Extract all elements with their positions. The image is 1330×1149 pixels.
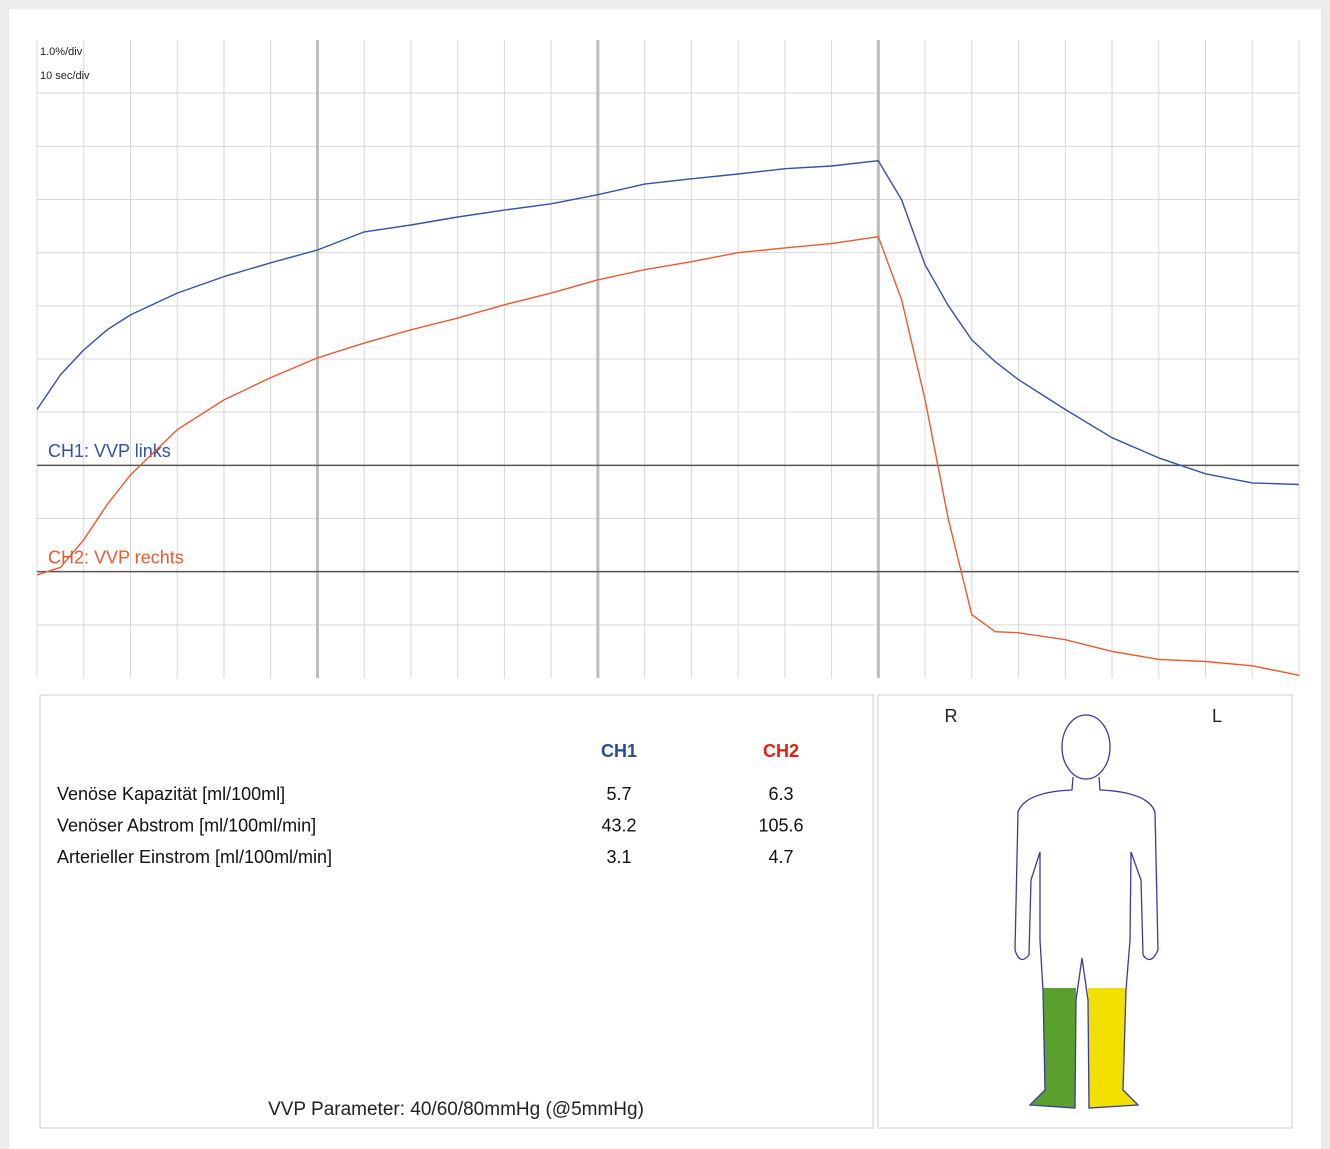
time-annotation: 10 sec/div — [40, 70, 90, 82]
scale-annotation: 1.0%/div — [40, 46, 83, 58]
column-header: CH2 — [763, 741, 799, 761]
row-label: Venöse Kapazität [ml/100ml] — [57, 784, 285, 804]
cell-value: 3.1 — [606, 847, 631, 867]
row-label: Arterieller Einstrom [ml/100ml/min] — [57, 847, 332, 867]
side-label: L — [1212, 706, 1222, 726]
side-label: R — [945, 706, 958, 726]
cell-value: 43.2 — [601, 815, 636, 835]
page-background — [9, 9, 1321, 1149]
series-label: CH1: VVP links — [48, 441, 171, 461]
cell-value: 105.6 — [758, 815, 803, 835]
column-header: CH1 — [601, 741, 637, 761]
footer: VVP Parameter: 40/60/80mmHg (@5mmHg) — [268, 1099, 644, 1120]
cell-value: 6.3 — [768, 784, 793, 804]
cell-value: 5.7 — [606, 784, 631, 804]
cell-value: 4.7 — [768, 847, 793, 867]
row-label: Venöser Abstrom [ml/100ml/min] — [57, 815, 316, 835]
report: CH1: VVP linksCH2: VVP rechts 1.0%/div 1… — [0, 0, 1330, 1149]
